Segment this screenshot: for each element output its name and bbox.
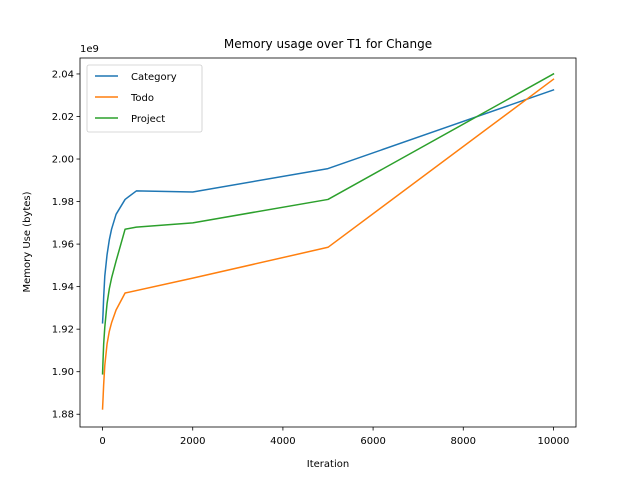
x-axis: 0 2000 4000 6000 8000 10000 [99, 427, 569, 447]
y-tick-label: 1.94 [52, 282, 74, 293]
y-tick-label: 2.04 [52, 69, 74, 80]
y-axis: 1.88 1.90 1.92 1.94 1.96 1.98 2.00 2.02 2.04 [52, 69, 80, 421]
y-axis-label: Memory Use (bytes) [22, 191, 33, 292]
legend-label-category: Category [131, 72, 177, 83]
y-tick-label: 1.88 [52, 410, 74, 421]
y-tick-label: 1.98 [52, 197, 74, 208]
y-tick-label: 2.00 [52, 155, 74, 166]
x-tick-label: 0 [99, 436, 105, 447]
x-tick-label: 8000 [451, 436, 476, 447]
x-tick-label: 10000 [538, 436, 570, 447]
x-tick-label: 6000 [360, 436, 385, 447]
y-tick-label: 1.90 [52, 367, 74, 378]
x-axis-label: Iteration [307, 459, 349, 470]
series-line-todo [101, 78, 555, 410]
legend-label-project: Project [131, 114, 165, 125]
series-line-project [101, 72, 555, 375]
y-tick-label: 2.02 [52, 112, 74, 123]
series-line-category [101, 88, 555, 324]
y-tick-label: 1.96 [52, 240, 74, 251]
axes-frame [79, 57, 577, 428]
plot-area [101, 72, 555, 410]
y-offset-label: 1e9 [80, 44, 99, 55]
legend: Category Todo Project [86, 64, 203, 133]
legend-label-todo: Todo [130, 93, 154, 104]
chart-title: Memory usage over T1 for Change [224, 37, 432, 51]
y-tick-label: 1.92 [52, 325, 74, 336]
x-tick-label: 4000 [270, 436, 295, 447]
legend-box [86, 64, 203, 133]
x-tick-label: 2000 [180, 436, 205, 447]
